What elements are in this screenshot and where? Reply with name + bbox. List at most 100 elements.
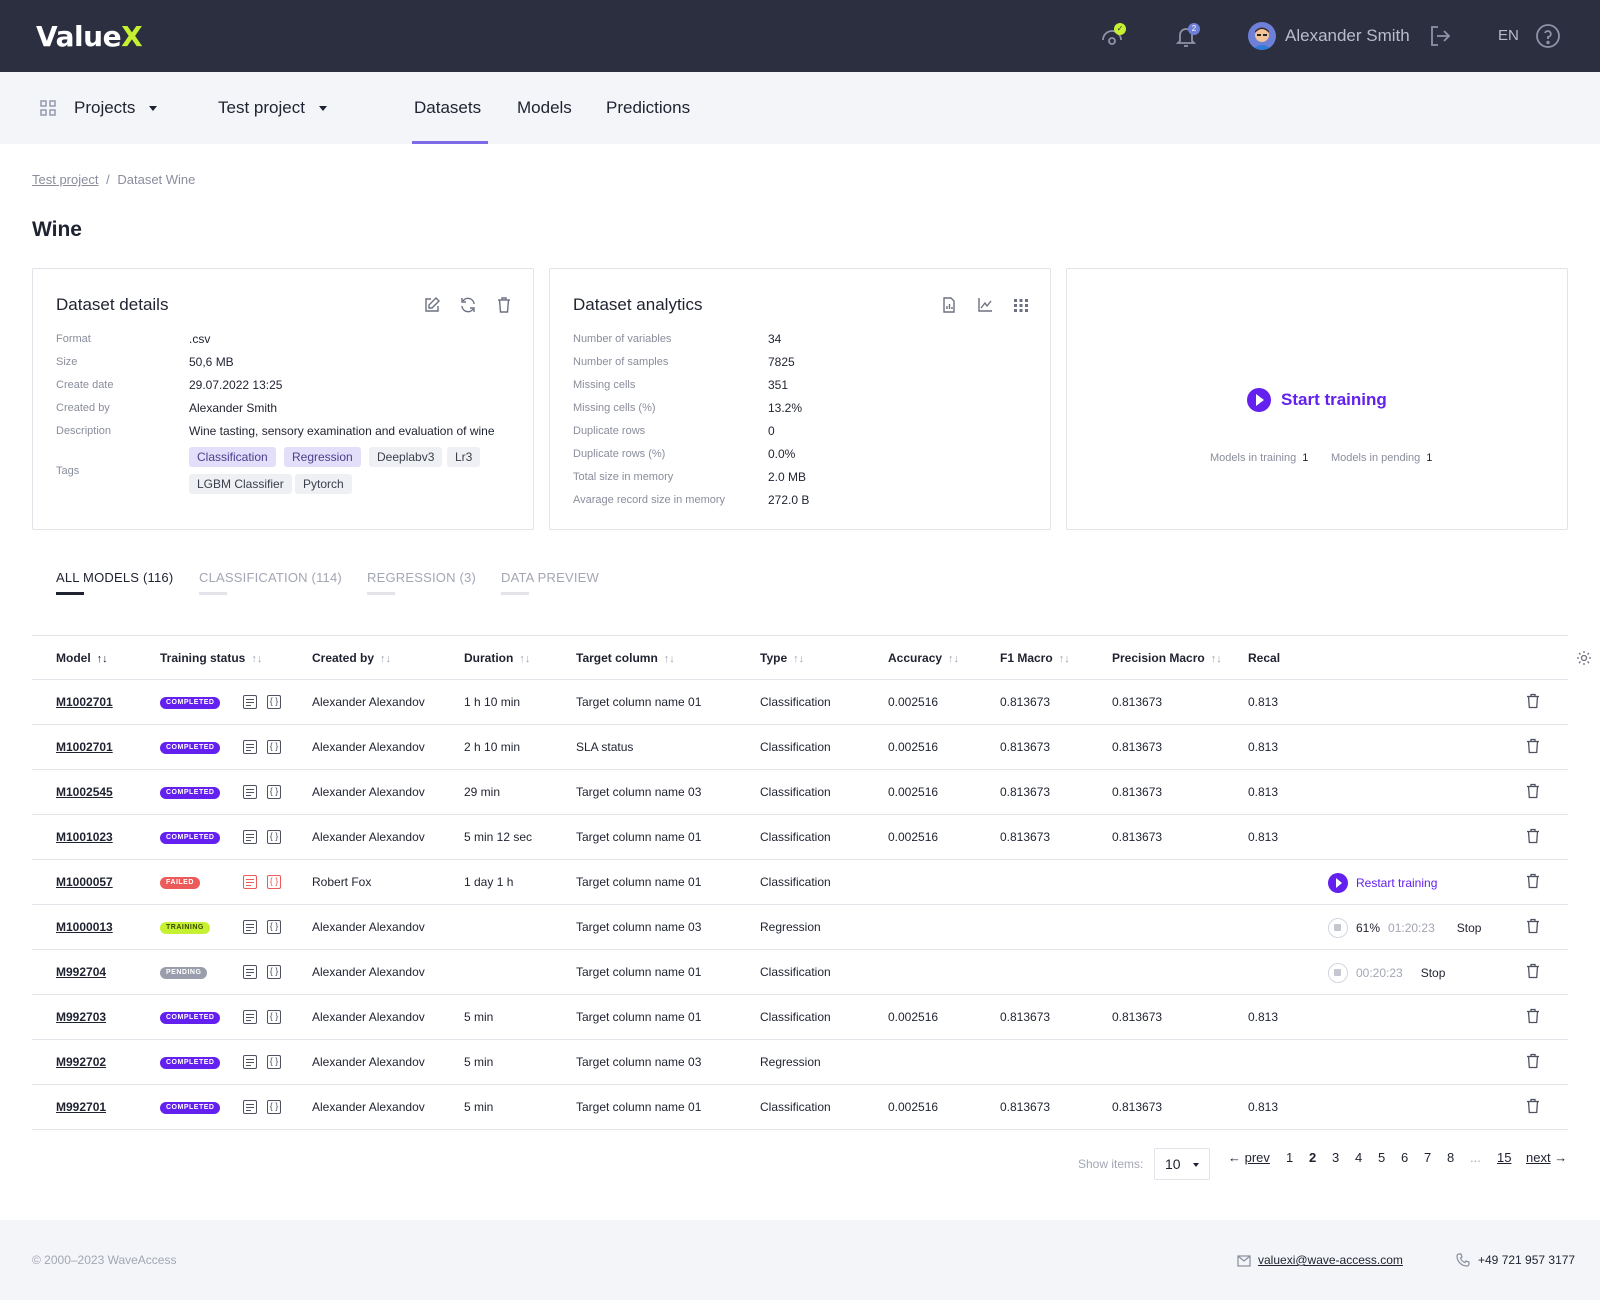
help-icon[interactable]: [1534, 22, 1562, 50]
training-status-icon[interactable]: ✓: [1098, 22, 1126, 50]
tab-regression[interactable]: REGRESSION (3): [367, 570, 476, 585]
column-header-duration[interactable]: Duration ↑↓: [464, 651, 531, 665]
restart-training-button[interactable]: Restart training: [1328, 873, 1437, 893]
page-number[interactable]: 6: [1401, 1150, 1409, 1165]
code-icon[interactable]: { }: [267, 740, 281, 754]
model-id-link[interactable]: M992703: [56, 1010, 107, 1024]
column-header-accuracy[interactable]: Accuracy ↑↓: [888, 651, 960, 665]
page-number[interactable]: 15: [1497, 1150, 1512, 1165]
model-id-link[interactable]: M1000057: [56, 875, 113, 889]
model-id-link[interactable]: M992701: [56, 1100, 107, 1114]
sort-icon[interactable]: ↑↓: [1210, 653, 1222, 665]
sort-icon[interactable]: ↑↓: [1058, 653, 1070, 665]
model-id-link[interactable]: M1002701: [56, 740, 113, 754]
page-number[interactable]: 7: [1424, 1150, 1432, 1165]
projects-dropdown[interactable]: Projects: [74, 98, 158, 118]
footer-email-link[interactable]: valuexi@wave-access.com: [1258, 1253, 1403, 1267]
tab-datasets[interactable]: Datasets: [414, 98, 482, 117]
avatar[interactable]: [1248, 22, 1276, 50]
stop-button[interactable]: Stop: [1456, 921, 1482, 935]
sort-icon[interactable]: ↑↓: [663, 653, 675, 665]
code-icon[interactable]: { }: [267, 830, 281, 844]
page-number[interactable]: 1: [1286, 1150, 1294, 1165]
delete-row-icon[interactable]: [1526, 783, 1540, 799]
model-id-link[interactable]: M1000013: [56, 920, 113, 934]
delete-icon[interactable]: [495, 296, 513, 314]
heatmap-icon[interactable]: [1012, 296, 1030, 314]
sort-icon[interactable]: ↑↓: [96, 653, 108, 665]
column-header-created-by[interactable]: Created by ↑↓: [312, 651, 392, 665]
sort-icon[interactable]: ↑↓: [251, 653, 263, 665]
log-icon[interactable]: [243, 920, 257, 934]
report-icon[interactable]: [940, 296, 958, 314]
code-icon[interactable]: { }: [267, 965, 281, 979]
model-id-link[interactable]: M1002701: [56, 695, 113, 709]
start-training-button[interactable]: Start training: [1247, 388, 1387, 412]
delete-row-icon[interactable]: [1526, 963, 1540, 979]
page-number[interactable]: 3: [1332, 1150, 1340, 1165]
code-icon[interactable]: { }: [267, 1055, 281, 1069]
delete-row-icon[interactable]: [1526, 873, 1540, 889]
log-icon[interactable]: [243, 1010, 257, 1024]
code-icon[interactable]: { }: [267, 1100, 281, 1114]
tag[interactable]: Classification: [189, 447, 276, 467]
breadcrumb-link-project[interactable]: Test project: [32, 172, 99, 187]
column-header-f1[interactable]: F1 Macro ↑↓: [1000, 651, 1070, 665]
line-chart-icon[interactable]: [976, 296, 994, 314]
page-number[interactable]: 5: [1378, 1150, 1386, 1165]
refresh-icon[interactable]: [459, 296, 477, 314]
sort-icon[interactable]: ↑↓: [380, 653, 392, 665]
model-id-link[interactable]: M992702: [56, 1055, 107, 1069]
tab-predictions[interactable]: Predictions: [606, 98, 691, 117]
column-header-type[interactable]: Type ↑↓: [760, 651, 805, 665]
tag[interactable]: Lr3: [447, 447, 481, 467]
sort-icon[interactable]: ↑↓: [519, 653, 531, 665]
tab-models[interactable]: Models: [517, 98, 572, 117]
log-icon[interactable]: [243, 875, 257, 889]
model-id-link[interactable]: M992704: [56, 965, 107, 979]
log-icon[interactable]: [243, 830, 257, 844]
delete-row-icon[interactable]: [1526, 918, 1540, 934]
code-icon[interactable]: { }: [267, 875, 281, 889]
code-icon[interactable]: { }: [267, 920, 281, 934]
delete-row-icon[interactable]: [1526, 1053, 1540, 1069]
project-dropdown[interactable]: Test project: [218, 98, 327, 118]
edit-icon[interactable]: [423, 296, 441, 314]
sort-icon[interactable]: ↑↓: [948, 653, 960, 665]
stop-button[interactable]: Stop: [1420, 966, 1446, 980]
footer-phone[interactable]: +49 721 957 3177: [1478, 1253, 1576, 1267]
tag[interactable]: Regression: [284, 447, 361, 467]
log-icon[interactable]: [243, 965, 257, 979]
delete-row-icon[interactable]: [1526, 1098, 1540, 1114]
column-header-model[interactable]: Model ↑↓: [56, 651, 108, 665]
tab-all-models[interactable]: ALL MODELS (116): [56, 570, 174, 585]
delete-row-icon[interactable]: [1526, 693, 1540, 709]
page-number[interactable]: 4: [1355, 1150, 1363, 1165]
notifications-bell-icon[interactable]: 2: [1172, 22, 1200, 50]
tab-data-preview[interactable]: DATA PREVIEW: [501, 570, 599, 585]
model-id-link[interactable]: M1001023: [56, 830, 113, 844]
column-header-target[interactable]: Target column ↑↓: [576, 651, 675, 665]
tag[interactable]: Pytorch: [295, 474, 352, 494]
log-icon[interactable]: [243, 695, 257, 709]
delete-row-icon[interactable]: [1526, 738, 1540, 754]
code-icon[interactable]: { }: [267, 785, 281, 799]
user-name[interactable]: Alexander Smith: [1285, 26, 1410, 45]
prev-page[interactable]: ← prev: [1228, 1150, 1270, 1165]
table-settings-gear-icon[interactable]: [1576, 650, 1592, 666]
tag[interactable]: Deeplabv3: [369, 447, 443, 467]
delete-row-icon[interactable]: [1526, 1008, 1540, 1024]
code-icon[interactable]: { }: [267, 695, 281, 709]
code-icon[interactable]: { }: [267, 1010, 281, 1024]
next-page[interactable]: next →: [1526, 1150, 1568, 1165]
tag[interactable]: LGBM Classifier: [189, 474, 292, 494]
page-number[interactable]: 2: [1309, 1150, 1317, 1165]
app-logo[interactable]: ValueX: [36, 20, 143, 53]
page-size-select[interactable]: 10: [1154, 1148, 1210, 1180]
model-id-link[interactable]: M1002545: [56, 785, 113, 799]
sort-icon[interactable]: ↑↓: [793, 653, 805, 665]
delete-row-icon[interactable]: [1526, 828, 1540, 844]
column-header-precision[interactable]: Precision Macro ↑↓: [1112, 651, 1222, 665]
log-icon[interactable]: [243, 785, 257, 799]
column-header-recall[interactable]: Recal: [1248, 651, 1281, 665]
